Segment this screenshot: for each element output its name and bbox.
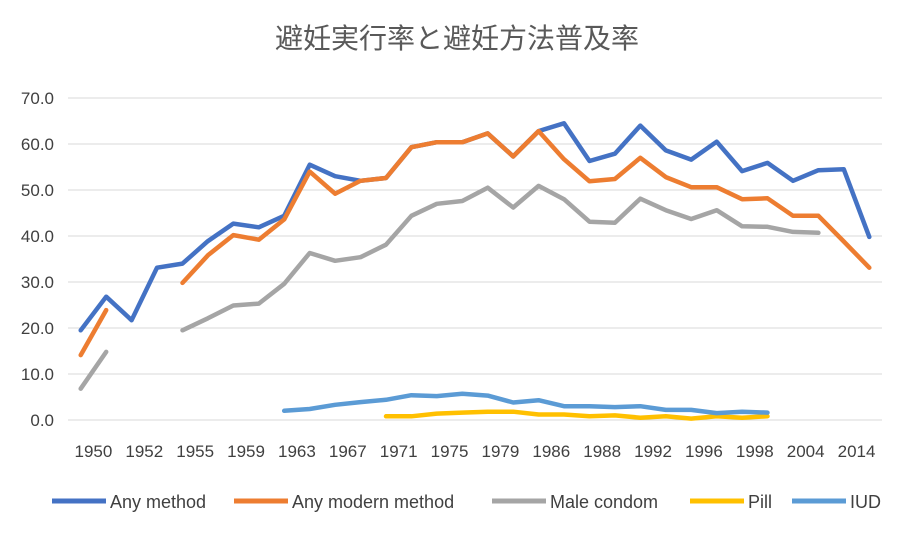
x-tick-label: 1959: [227, 442, 265, 461]
legend-item-any-modern-method: Any modern method: [234, 492, 454, 512]
legend-item-any-method: Any method: [52, 492, 206, 512]
y-tick-label: 70.0: [21, 89, 54, 108]
y-tick-label: 20.0: [21, 319, 54, 338]
x-tick-label: 1992: [634, 442, 672, 461]
x-tick-label: 1996: [685, 442, 723, 461]
series-line-male-condom: [180, 183, 821, 333]
legend-label: Male condom: [550, 492, 658, 512]
series-line-any-modern-method: [78, 307, 109, 358]
series-line-iud: [281, 391, 770, 416]
x-tick-label: 1963: [278, 442, 316, 461]
legend-label: Any modern method: [292, 492, 454, 512]
y-axis-tick-labels: 0.0 10.0 20.0 30.0 40.0 50.0 60.0 70.0: [21, 89, 54, 430]
legend-label: Any method: [110, 492, 206, 512]
x-tick-label: 1975: [431, 442, 469, 461]
x-tick-label: 1986: [532, 442, 570, 461]
series-any-modern-method: [78, 128, 872, 358]
x-axis-tick-labels: 1950 1952 1955 1959 1963 1967 1971 1975 1979 1986…: [75, 442, 876, 461]
y-tick-label: 10.0: [21, 365, 54, 384]
x-tick-label: 2014: [838, 442, 876, 461]
x-tick-label: 1967: [329, 442, 367, 461]
chart-title: 避妊実行率と避妊方法普及率: [275, 22, 639, 55]
y-tick-label: 0.0: [30, 411, 54, 430]
series-pill: [383, 409, 770, 421]
x-tick-label: 2004: [787, 442, 825, 461]
series-line-male-condom: [78, 349, 109, 391]
x-tick-label: 1971: [380, 442, 418, 461]
y-tick-label: 60.0: [21, 135, 54, 154]
legend-label: Pill: [748, 492, 772, 512]
series-lines: [78, 121, 872, 421]
legend: Any method Any modern method Male condom Pi…: [52, 492, 881, 512]
x-tick-label: 1955: [176, 442, 214, 461]
x-tick-label: 1979: [482, 442, 520, 461]
y-tick-label: 30.0: [21, 273, 54, 292]
y-tick-label: 40.0: [21, 227, 54, 246]
legend-label: IUD: [850, 492, 881, 512]
series-line-pill: [383, 409, 770, 421]
series-iud: [281, 391, 770, 416]
x-tick-label: 1988: [583, 442, 621, 461]
x-tick-label: 1950: [75, 442, 113, 461]
y-tick-label: 50.0: [21, 181, 54, 200]
gridlines: [68, 97, 882, 421]
legend-item-male-condom: Male condom: [492, 492, 658, 512]
series-line-any-modern-method: [180, 128, 872, 286]
legend-item-pill: Pill: [690, 492, 772, 512]
series-male-condom: [78, 183, 821, 391]
x-tick-label: 1998: [736, 442, 774, 461]
legend-item-iud: IUD: [792, 492, 881, 512]
x-tick-label: 1952: [125, 442, 163, 461]
